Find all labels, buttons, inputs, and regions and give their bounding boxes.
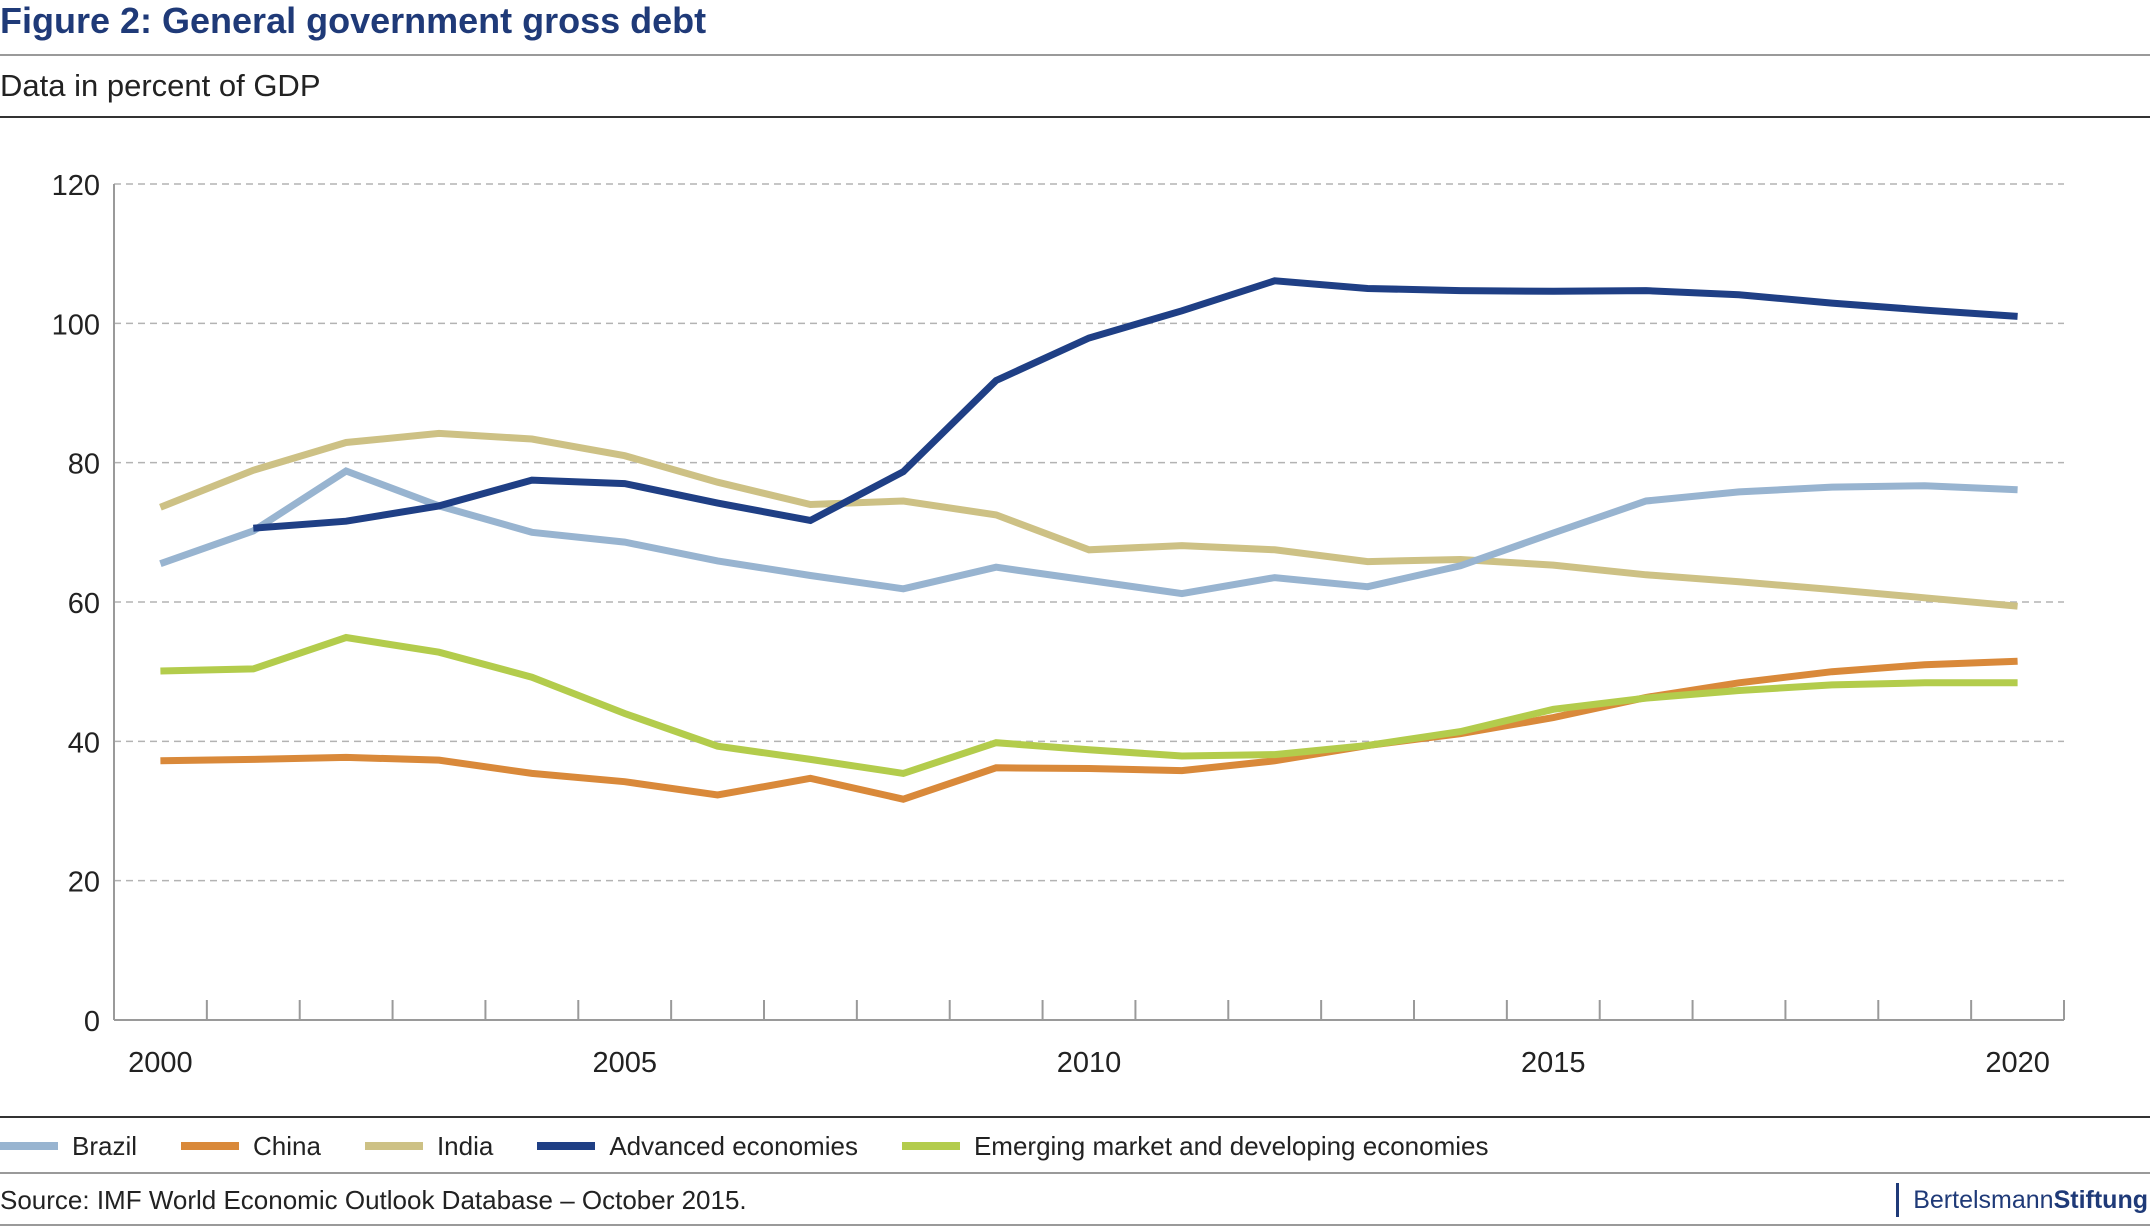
y-tick-label-60: 60 — [68, 588, 100, 620]
legend-swatch-china — [181, 1142, 240, 1150]
y-tick-label-40: 40 — [68, 727, 100, 759]
chart-subtitle: Data in percent of GDP — [0, 68, 321, 103]
footer-divider — [0, 1224, 2150, 1226]
legend-item-china: China — [181, 1131, 321, 1162]
legend-swatch-india — [364, 1142, 423, 1150]
legend-item-advanced-economies: Advanced economies — [537, 1131, 858, 1162]
x-tick-label-2015: 2015 — [1521, 1047, 1586, 1079]
legend-label-india: India — [436, 1130, 494, 1161]
legend-label-china: China — [253, 1130, 321, 1161]
y-tick-label-20: 20 — [68, 867, 100, 899]
legend-label-advanced-economies: Advanced economies — [609, 1130, 858, 1161]
line-chart: 0 20 40 60 80 100 120 2000 2005 2010 2015 2020 — [52, 170, 2065, 1079]
brand-logo: Bertelsmann Stiftung — [1896, 1181, 2148, 1219]
legend-item-india: India — [364, 1130, 494, 1162]
x-tick-label-2010: 2010 — [1057, 1047, 1122, 1079]
series-line-india — [159, 429, 2018, 610]
brand-name-regular: Bertelsmann — [1913, 1185, 2054, 1214]
series-line-brazil — [159, 467, 2018, 598]
legend-swatch-emerging-market-and-developing-economies — [901, 1142, 960, 1150]
y-tick-label-0: 0 — [84, 1006, 100, 1038]
brand-bar — [1896, 1183, 1900, 1217]
y-tick-label-120: 120 — [52, 170, 100, 202]
legend-top-divider — [0, 1116, 2150, 1118]
source-note: Source: IMF World Economic Outlook Datab… — [0, 1185, 747, 1215]
legend-bottom-divider — [0, 1172, 2150, 1174]
legend-label-emerging-market-and-developing-economies: Emerging market and developing economies — [973, 1130, 1489, 1161]
x-tick-label-2005: 2005 — [592, 1047, 657, 1079]
y-tick-label-80: 80 — [68, 449, 100, 481]
legend-swatch-brazil — [0, 1142, 58, 1150]
legend-item-brazil: Brazil — [0, 1131, 137, 1162]
legend-label-brazil: Brazil — [72, 1130, 138, 1161]
y-tick-label-100: 100 — [52, 309, 100, 341]
chart-legend: Brazil China India Advanced economies Emergi… — [0, 1126, 1532, 1166]
legend-swatch-advanced-economies — [537, 1142, 596, 1150]
title-divider — [0, 54, 2150, 56]
series-line-china — [160, 657, 2018, 803]
series-line-emerging-market-and-developing-economies — [160, 633, 2018, 777]
subtitle-divider — [0, 116, 2150, 118]
legend-item-emerging-market-and-developing-economies: Emerging market and developing economies — [901, 1130, 1489, 1162]
x-tick-label-2000: 2000 — [128, 1047, 193, 1079]
series-line-advanced-economies — [253, 277, 2018, 532]
brand-name-bold: Stiftung — [2053, 1185, 2148, 1214]
chart-title: Figure 2: General government gross debt — [0, 0, 707, 41]
x-tick-label-2020: 2020 — [1985, 1047, 2050, 1079]
